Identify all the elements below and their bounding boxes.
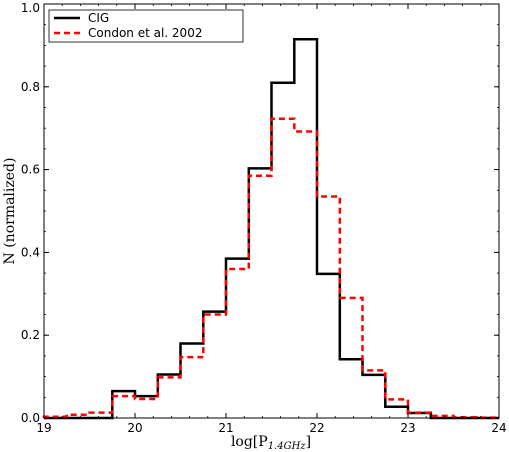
y-tick-label: 0.6 — [21, 163, 40, 177]
y-tick-label: 0.2 — [21, 328, 40, 342]
legend-label-cig: CIG — [88, 11, 109, 25]
x-tick-label: 23 — [400, 421, 415, 435]
y-axis-label: N (normalized) — [2, 158, 18, 265]
plot-frame — [43, 3, 500, 419]
x-tick-label: 24 — [491, 421, 506, 435]
x-tick-label: 22 — [309, 421, 324, 435]
series-condon-line — [42, 117, 501, 419]
legend-label-condon: Condon et al. 2002 — [88, 26, 202, 40]
x-tick-label: 19 — [36, 421, 51, 435]
legend-box — [48, 9, 244, 43]
series-layer — [42, 37, 501, 420]
x-tick-label: 20 — [127, 421, 142, 435]
y-tick-label: 1.0 — [21, 1, 40, 15]
legend: CIG Condon et al. 2002 — [48, 9, 244, 43]
x-axis-label: log[P1.4GHz] — [231, 434, 311, 452]
x-tick-label: 21 — [218, 421, 233, 435]
ticks-layer: 19 20 21 22 23 24 0.0 0.2 0.4 0.6 0.8 1.0 — [21, 1, 507, 435]
y-tick-label: 0.0 — [21, 411, 40, 425]
y-tick-label: 0.4 — [21, 245, 40, 259]
y-tick-label: 0.8 — [21, 80, 40, 94]
series-cig-line — [44, 37, 499, 420]
